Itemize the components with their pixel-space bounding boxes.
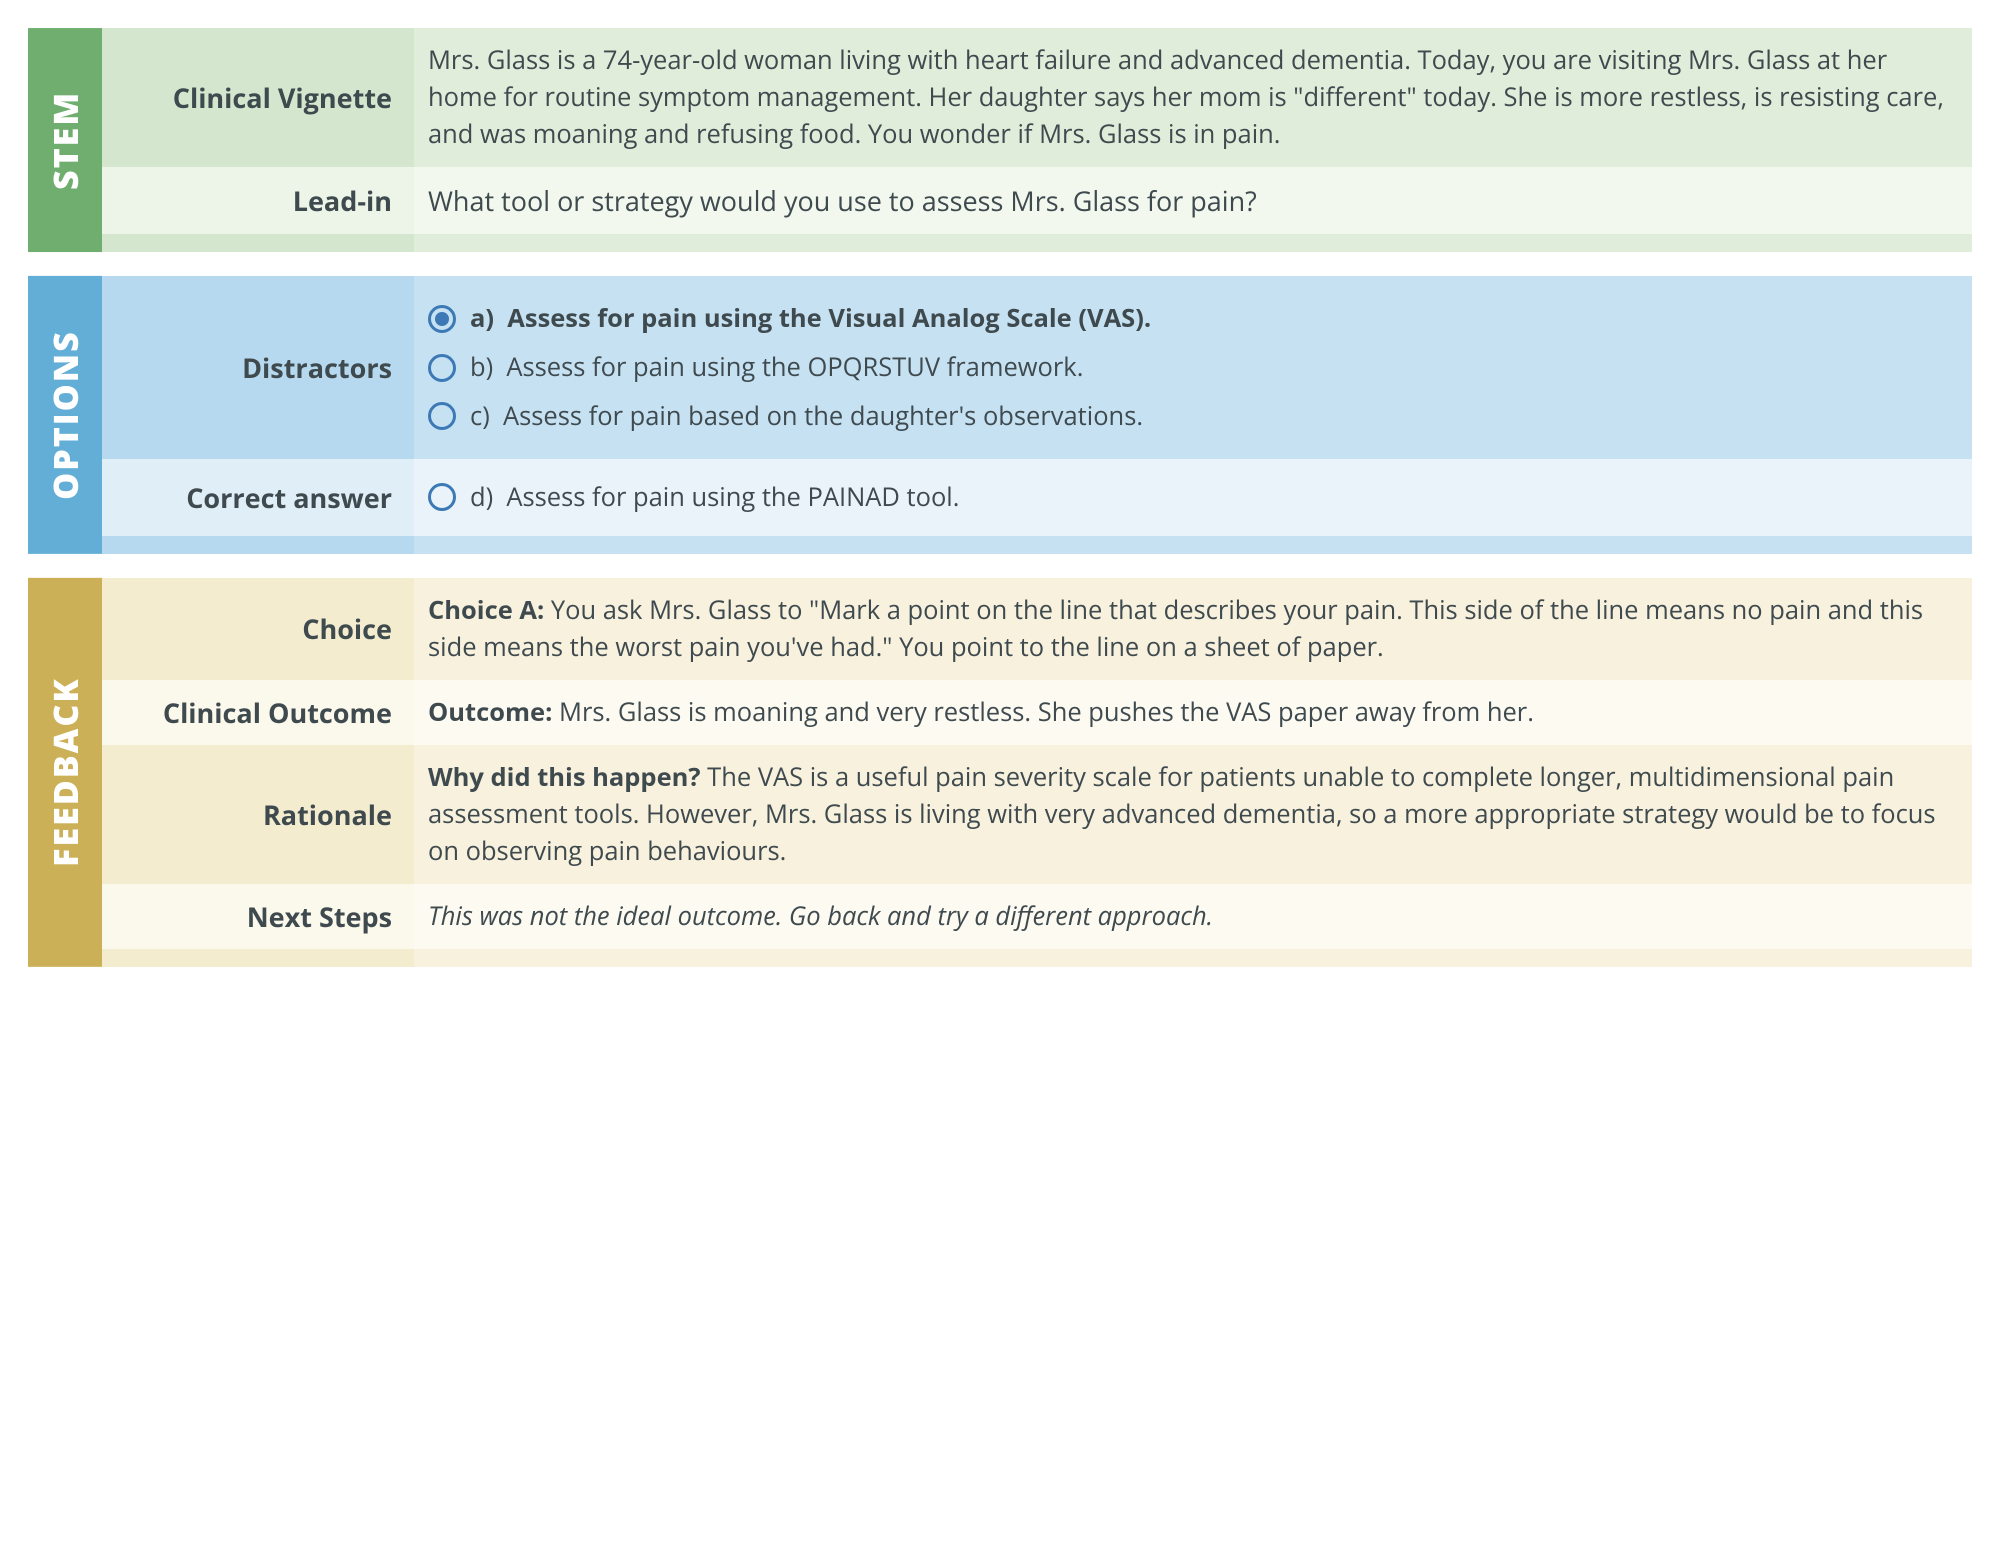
radio-icon	[428, 354, 456, 382]
options-correct-row: Correct answer d) Assess for pain using …	[102, 459, 1972, 536]
feedback-choice-row: Choice Choice A: You ask Mrs. Glass to "…	[102, 578, 1972, 680]
next-label: Next Steps	[102, 884, 414, 949]
radio-fill-icon	[435, 312, 449, 326]
radio-icon	[428, 305, 456, 333]
options-bottom-strip	[102, 536, 1972, 554]
distractors-value: a) Assess for pain using the Visual Anal…	[414, 276, 1972, 459]
stem-content: Clinical Vignette Mrs. Glass is a 74-yea…	[102, 28, 1972, 252]
leadin-label: Lead-in	[102, 167, 414, 234]
choice-text: Choice A: You ask Mrs. Glass to "Mark a …	[414, 578, 1972, 680]
outcome-label: Clinical Outcome	[102, 680, 414, 745]
stem-sidebar: STEM	[28, 28, 102, 252]
options-distractors-row: Distractors a) Assess for pain using the…	[102, 276, 1972, 459]
stem-bottom-strip	[102, 234, 1972, 252]
feedback-content: Choice Choice A: You ask Mrs. Glass to "…	[102, 578, 1972, 967]
feedback-section: FEEDBACK Choice Choice A: You ask Mrs. G…	[28, 578, 1972, 967]
stem-leadin-row: Lead-in What tool or strategy would you …	[102, 167, 1972, 234]
feedback-outcome-row: Clinical Outcome Outcome: Mrs. Glass is …	[102, 680, 1972, 745]
option-d-text: d) Assess for pain using the PAINAD tool…	[470, 479, 959, 516]
stem-vignette-row: Clinical Vignette Mrs. Glass is a 74-yea…	[102, 28, 1972, 167]
rationale-text: Why did this happen? The VAS is a useful…	[414, 745, 1972, 884]
option-d[interactable]: d) Assess for pain using the PAINAD tool…	[428, 473, 1950, 522]
feedback-sidebar: FEEDBACK	[28, 578, 102, 967]
option-b[interactable]: b) Assess for pain using the OPQRSTUV fr…	[428, 343, 1950, 392]
feedback-rationale-row: Rationale Why did this happen? The VAS i…	[102, 745, 1972, 884]
rationale-label: Rationale	[102, 745, 414, 884]
leadin-text: What tool or strategy would you use to a…	[414, 167, 1972, 234]
choice-label: Choice	[102, 578, 414, 680]
option-b-text: b) Assess for pain using the OPQRSTUV fr…	[470, 349, 1083, 386]
option-c[interactable]: c) Assess for pain based on the daughter…	[428, 392, 1950, 441]
radio-icon	[428, 483, 456, 511]
stem-section: STEM Clinical Vignette Mrs. Glass is a 7…	[28, 28, 1972, 252]
radio-icon	[428, 402, 456, 430]
option-a[interactable]: a) Assess for pain using the Visual Anal…	[428, 294, 1950, 343]
options-sidebar: OPTIONS	[28, 276, 102, 554]
correct-label: Correct answer	[102, 459, 414, 536]
vignette-text: Mrs. Glass is a 74-year-old woman living…	[414, 28, 1972, 167]
feedback-bottom-strip	[102, 949, 1972, 967]
outcome-text: Outcome: Mrs. Glass is moaning and very …	[414, 680, 1972, 745]
options-content: Distractors a) Assess for pain using the…	[102, 276, 1972, 554]
option-c-text: c) Assess for pain based on the daughter…	[470, 398, 1143, 435]
options-section: OPTIONS Distractors a) Assess for pain u…	[28, 276, 1972, 554]
feedback-next-row: Next Steps This was not the ideal outcom…	[102, 884, 1972, 949]
correct-value: d) Assess for pain using the PAINAD tool…	[414, 459, 1972, 536]
option-a-text: a) Assess for pain using the Visual Anal…	[470, 300, 1151, 337]
vignette-label: Clinical Vignette	[102, 28, 414, 167]
next-text: This was not the ideal outcome. Go back …	[414, 884, 1972, 949]
distractors-label: Distractors	[102, 276, 414, 459]
